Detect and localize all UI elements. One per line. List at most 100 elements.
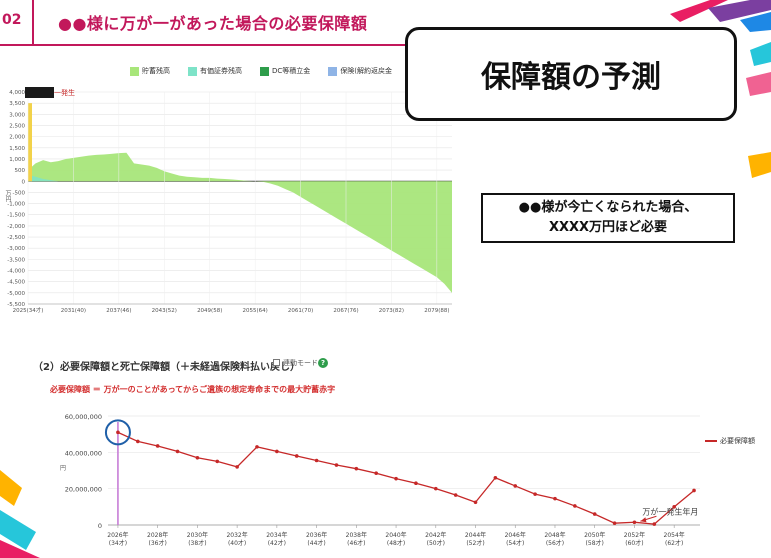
y-tick-label: -2,000 (7, 224, 25, 230)
data-point (573, 504, 577, 508)
x-tick-label: 2031(40) (61, 308, 86, 314)
y-tick-label: 0 (22, 179, 26, 185)
definition-text: 必要保障額 ＝ 万が一のことがあってからご遺族の想定寿命までの最大貯蓄赤字 (50, 385, 336, 394)
data-point (612, 521, 617, 525)
y-tick-label: 3,000 (9, 112, 25, 118)
x-tick-age: (60才) (625, 539, 643, 547)
series-line-required (117, 431, 695, 525)
y-tick-label: 60,000,000 (65, 413, 102, 421)
y-tick-label: -5,000 (7, 291, 25, 297)
data-point (334, 463, 339, 467)
y-tick-label: 500 (15, 168, 26, 174)
header-divider (32, 0, 34, 44)
legend-swatch (130, 66, 139, 76)
x-tick-year: 2036年 (306, 531, 327, 539)
legend-item-savings[interactable]: 貯蓄残高 (130, 66, 170, 76)
header-rule (0, 44, 420, 46)
legend-swatch (705, 440, 717, 442)
y-axis-unit: 万円 (4, 190, 11, 202)
decorative-brush-strokes-left (0, 470, 40, 558)
data-point (652, 522, 657, 526)
x-tick-year: 2048年 (544, 531, 565, 539)
x-tick-label: 2061(70) (288, 308, 313, 314)
x-tick-year: 2026年 (107, 531, 128, 539)
annotation-label: 万が一発生年月 (642, 506, 698, 516)
x-tick-label: 2079(88) (424, 308, 449, 314)
x-tick-age: (62才) (665, 539, 683, 547)
event-marker (28, 103, 32, 182)
x-tick-year: 2050年 (584, 531, 605, 539)
data-point (135, 439, 140, 444)
legend-item-securities[interactable]: 有価証券残高 (188, 66, 242, 76)
legend-swatch (328, 66, 338, 76)
page-title: ●●様に万が一があった場合の必要保障額 (58, 14, 368, 33)
data-point (433, 486, 438, 491)
y-tick-label: 3,500 (9, 101, 25, 107)
data-point (632, 520, 637, 525)
x-tick-age: (56才) (546, 539, 564, 547)
data-point (513, 484, 518, 488)
event-alert-label: 万が一発生 (40, 89, 75, 97)
data-point (394, 476, 398, 481)
x-tick-age: (44才) (307, 539, 325, 547)
x-tick-year: 2040年 (385, 531, 406, 539)
x-tick-label: 2073(82) (379, 308, 404, 314)
x-tick-label: 2055(64) (242, 308, 267, 314)
data-point (592, 512, 597, 516)
y-tick-label: -5,500 (7, 302, 25, 308)
data-point (175, 449, 180, 454)
x-tick-age: (36才) (149, 539, 167, 547)
x-tick-year: 2028年 (147, 531, 168, 539)
y-tick-label: -1,000 (7, 202, 25, 208)
data-point (692, 488, 696, 493)
series-area-貯蓄残高 (28, 152, 452, 293)
data-point (294, 454, 299, 458)
x-tick-age: (34才) (109, 539, 127, 547)
y-tick-label: 0 (98, 522, 102, 530)
required-coverage-chart: 60,000,000 40,000,000 20,000,000 0 2026年(34才… (65, 413, 700, 547)
legend-item-insurance[interactable]: 保険(解約返戻金 (328, 66, 392, 76)
x-tick-age: (58才) (586, 539, 604, 547)
y-tick-label: -4,000 (7, 269, 25, 275)
data-point (155, 444, 160, 448)
legend-item-dc[interactable]: DC等積立金 (260, 66, 310, 76)
annotation-arrowhead (640, 517, 647, 523)
y-tick-label: 40,000,000 (65, 449, 102, 457)
x-tick-label: 2049(58) (197, 308, 222, 314)
y-tick-label: 20,000,000 (65, 486, 102, 494)
y-tick-label: 1,000 (9, 157, 25, 163)
data-point (453, 493, 458, 497)
x-tick-label: 2037(46) (106, 308, 131, 314)
y-tick-label: 2,500 (9, 123, 25, 129)
legend-swatch (188, 66, 197, 76)
y-tick-label: -4,500 (7, 280, 25, 286)
data-point (493, 475, 498, 480)
data-point (553, 496, 557, 501)
data-point (116, 430, 120, 435)
y-tick-label: -2,500 (7, 235, 25, 241)
sync-mode-checkbox[interactable] (273, 359, 280, 366)
legend-label: 保険(解約返戻金 (340, 67, 393, 75)
x-tick-year: 2042年 (425, 531, 446, 539)
x-tick-age: (46才) (347, 539, 365, 547)
y-tick-label: -3,000 (7, 246, 25, 252)
data-point (374, 471, 378, 476)
y-tick-label: 4,000 (9, 90, 25, 96)
bottom-chart-legend[interactable]: 必要保障額 (705, 436, 755, 446)
x-tick-year: 2032年 (226, 531, 247, 539)
y-tick-label: -500 (13, 190, 26, 196)
conclusion-line-2: XXXX万円ほど必要 (548, 220, 668, 235)
decorative-brush-strokes (670, 0, 771, 178)
legend-label: 有価証券残高 (200, 67, 242, 75)
slide-number: 02 (2, 12, 22, 28)
x-tick-age: (48才) (387, 539, 405, 547)
y-tick-label: -3,500 (7, 257, 25, 263)
y-axis-unit: 円 (60, 465, 67, 472)
x-tick-age: (50才) (427, 539, 445, 547)
x-tick-year: 2044年 (465, 531, 486, 539)
conclusion-line-1: ●●様が今亡くなられた場合、 (518, 200, 698, 215)
help-icon[interactable]: ? (318, 358, 328, 368)
data-point (215, 459, 220, 464)
x-tick-label: 2043(52) (152, 308, 177, 314)
prediction-callout: 保障額の予測 (405, 27, 737, 121)
